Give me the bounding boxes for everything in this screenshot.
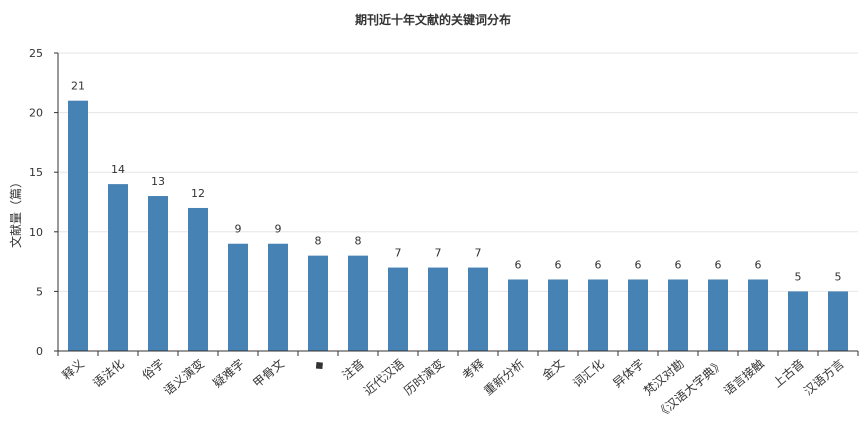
chart-title: 期刊近十年文献的关键词分布 xyxy=(355,12,511,27)
data-labels: 21 14 13 12 9 9 8 8 7 7 7 6 6 6 6 6 6 6 5 5 xyxy=(71,80,842,284)
bar xyxy=(228,243,248,351)
data-label: 21 xyxy=(71,80,85,93)
x-tick-label: 重新分析 xyxy=(481,356,527,398)
bar xyxy=(628,279,648,351)
y-axis-ticks: 0 5 10 15 20 25 xyxy=(29,47,58,358)
data-label: 6 xyxy=(555,258,562,271)
data-label: 7 xyxy=(475,247,482,260)
x-tick-label: ◆ xyxy=(311,356,328,373)
data-label: 7 xyxy=(435,247,442,260)
data-label: 13 xyxy=(151,175,165,188)
x-axis-labels: 释义 语法化 俗字语义演变 疑难字 甲骨文 ◆ 注音近代汉语历时演变 考释重新分析 金文 词汇化异… xyxy=(60,356,847,421)
data-label: 9 xyxy=(235,223,242,236)
x-tick-label: 注音 xyxy=(339,356,367,383)
bar xyxy=(308,255,328,351)
bar xyxy=(668,279,688,351)
y-tick-label: 10 xyxy=(29,226,43,239)
data-label: 6 xyxy=(515,258,522,271)
gridlines xyxy=(58,52,858,292)
x-tick-label: 释义 xyxy=(60,357,87,383)
bar xyxy=(108,184,128,351)
data-label: 6 xyxy=(595,258,602,271)
x-tick-label: 俗字 xyxy=(139,356,167,383)
x-tick-label: 《汉语大字典》 xyxy=(653,356,727,421)
bar xyxy=(68,100,88,352)
x-tick-label: 历时演变 xyxy=(401,356,447,398)
x-tick-label: 词汇化 xyxy=(570,357,607,391)
bar xyxy=(548,279,568,351)
y-tick-label: 5 xyxy=(36,285,43,298)
data-label: 6 xyxy=(675,258,682,271)
data-label: 6 xyxy=(755,258,762,271)
x-tick-label: 考释 xyxy=(460,357,487,383)
x-tick-label: 金文 xyxy=(539,356,567,383)
bar xyxy=(148,196,168,351)
bar xyxy=(788,291,808,351)
data-label: 14 xyxy=(111,163,125,176)
data-label: 7 xyxy=(395,247,402,260)
bars xyxy=(68,100,848,352)
bar xyxy=(828,291,848,351)
x-tick-label: 异体字 xyxy=(610,356,647,391)
y-tick-label: 15 xyxy=(29,166,43,179)
bar xyxy=(588,279,608,351)
data-label: 8 xyxy=(315,235,322,248)
data-label: 9 xyxy=(275,223,282,236)
x-tick-label: 上古音 xyxy=(770,356,807,391)
bar xyxy=(428,267,448,351)
data-label: 6 xyxy=(715,258,722,271)
bar xyxy=(508,279,528,351)
bar xyxy=(708,279,728,351)
x-tick-label: 甲骨文 xyxy=(250,356,287,391)
data-label: 5 xyxy=(795,270,802,283)
y-tick-label: 25 xyxy=(29,47,43,60)
x-axis-ticks xyxy=(57,351,859,356)
data-label: 6 xyxy=(635,258,642,271)
bar xyxy=(348,255,368,351)
x-tick-label: 语义演变 xyxy=(161,356,207,398)
x-tick-label: 汉语方言 xyxy=(801,356,847,398)
data-label: 12 xyxy=(191,187,205,200)
x-tick-label: 疑难字 xyxy=(210,356,247,391)
y-tick-label: 20 xyxy=(29,107,43,120)
data-label: 5 xyxy=(835,270,842,283)
y-tick-label: 0 xyxy=(36,345,43,358)
bar xyxy=(188,207,208,351)
y-axis-label: 文献量（篇） xyxy=(8,176,23,248)
bar xyxy=(388,267,408,351)
bar xyxy=(748,279,768,351)
x-tick-label: 近代汉语 xyxy=(361,357,407,399)
x-tick-label: 语法化 xyxy=(90,357,127,391)
bar xyxy=(268,243,288,351)
x-tick-label: 语言接触 xyxy=(721,356,767,398)
bar xyxy=(468,267,488,351)
data-label: 8 xyxy=(355,235,362,248)
